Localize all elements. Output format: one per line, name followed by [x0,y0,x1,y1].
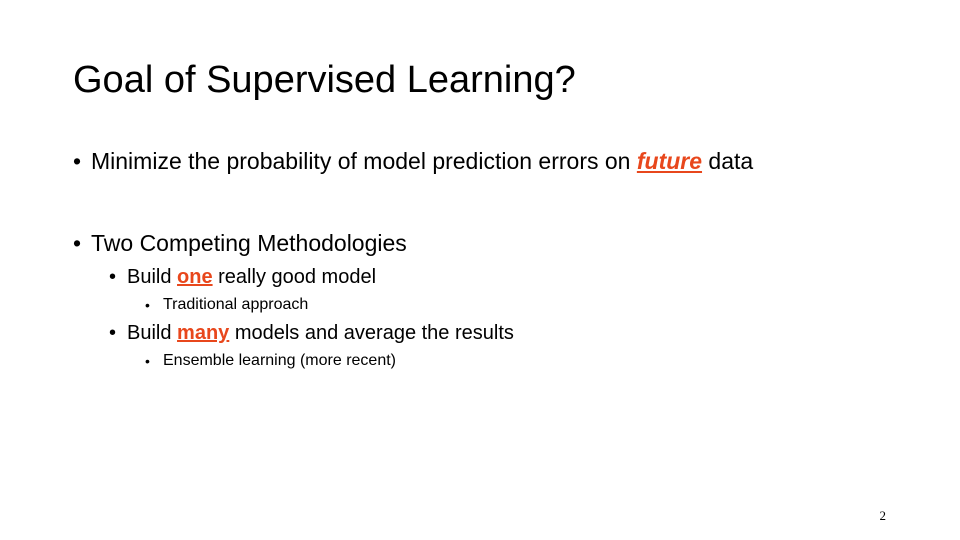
bullet-spacer [73,180,933,224]
sub-bullet-build-many: • Build many models and average the resu… [109,318,933,348]
bullet-competing-methodologies: • Two Competing Methodologies [73,224,933,262]
bullet-dot: • [73,142,81,180]
bullet-text-before: Minimize the probability of model predic… [91,148,637,174]
bullet-dot: • [145,292,150,318]
bullet-text-after: data [702,148,753,174]
bullet-dot: • [109,318,116,348]
emphasis-future: future [637,148,702,174]
bullet-text-after: models and average the results [229,322,514,344]
sub-sub-bullet-ensemble: • Ensemble learning (more recent) [145,348,933,374]
slide-body: • Minimize the probability of model pred… [73,142,933,374]
emphasis-many: many [177,322,229,344]
bullet-text-before: Build [127,266,177,288]
sub-bullet-build-one: • Build one really good model [109,262,933,292]
bullet-text: Ensemble learning (more recent) [163,352,396,369]
bullet-dot: • [109,262,116,292]
bullet-dot: • [73,224,81,262]
bullet-text: Traditional approach [163,296,308,313]
bullet-text-after: really good model [213,266,376,288]
slide-title: Goal of Supervised Learning? [73,52,576,108]
bullet-text: Two Competing Methodologies [91,230,407,256]
bullet-minimize-errors: • Minimize the probability of model pred… [73,142,933,180]
emphasis-one: one [177,266,213,288]
sub-sub-bullet-traditional: • Traditional approach [145,292,933,318]
bullet-dot: • [145,348,150,374]
page-number: 2 [880,508,887,524]
bullet-text-before: Build [127,322,177,344]
